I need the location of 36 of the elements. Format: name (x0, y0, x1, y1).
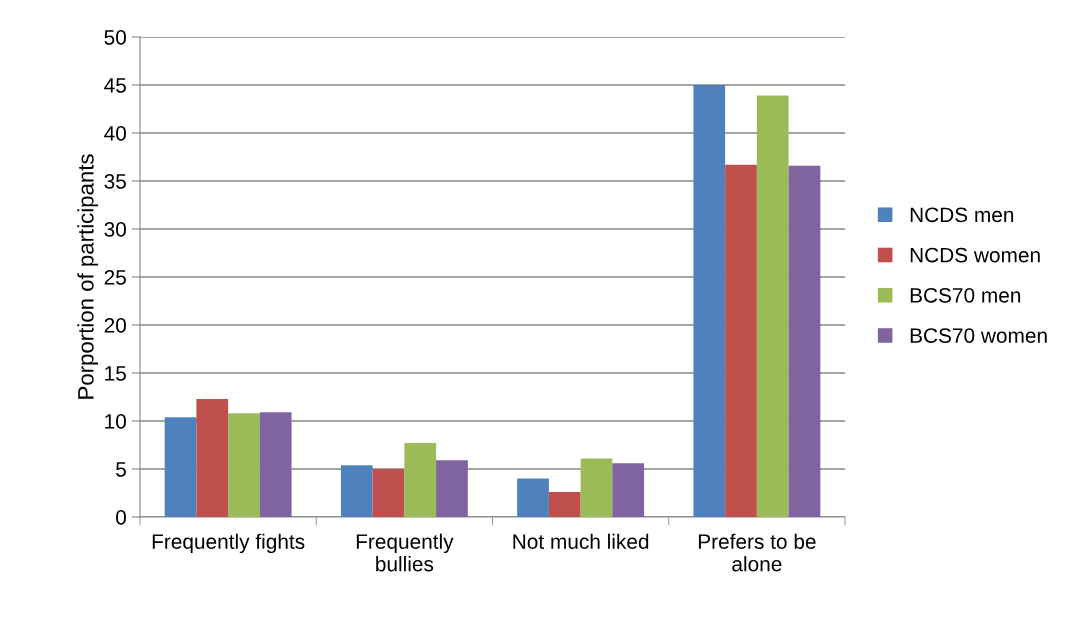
y-tick-label: 30 (104, 222, 126, 237)
legend-label: BCS70 men (910, 287, 1021, 303)
bar (372, 469, 405, 517)
y-tick-label: 5 (116, 462, 126, 477)
y-tick-label: 15 (105, 366, 126, 381)
bar (725, 164, 757, 517)
bar (228, 413, 260, 517)
bar (259, 412, 292, 517)
legend-label: NCDS women (910, 247, 1040, 263)
bar (693, 85, 726, 517)
bar (404, 443, 437, 517)
x-tick-label: Not much liked (513, 533, 649, 549)
y-tick-label: 20 (104, 318, 126, 333)
bar (517, 478, 549, 517)
bar (196, 398, 229, 517)
y-tick-label: 50 (104, 30, 126, 45)
y-tick-label: 45 (104, 78, 126, 93)
bar (340, 465, 373, 517)
x-tick-label: Frequently fights (152, 533, 305, 554)
y-tick-label: 10 (105, 414, 126, 429)
bar (788, 165, 821, 517)
x-tick-label: Prefers to be alone (698, 533, 816, 572)
x-tick-label: Frequently bullies (356, 533, 454, 572)
y-axis-title: Porportion of participants (77, 154, 99, 399)
legend-label: BCS70 women (910, 328, 1047, 343)
bar (756, 95, 789, 517)
bar (612, 463, 645, 517)
bar (548, 492, 581, 517)
y-tick-label: 0 (116, 510, 126, 525)
y-tick-label: 35 (104, 174, 126, 189)
y-tick-label: 40 (104, 126, 126, 141)
bar (580, 458, 613, 517)
bar (436, 460, 468, 517)
y-tick-label: 25 (104, 270, 126, 285)
bar (164, 417, 197, 517)
legend-label: NCDS men (910, 207, 1014, 223)
